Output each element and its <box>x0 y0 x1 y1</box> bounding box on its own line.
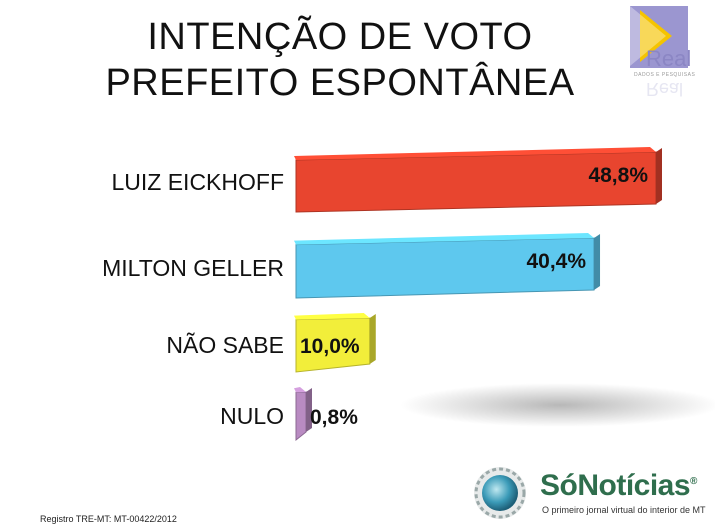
page-title: INTENÇÃO DE VOTO PREFEITO ESPONTÂNEA <box>60 14 620 106</box>
bar-front-face <box>295 237 595 299</box>
bar-top-face <box>294 233 595 245</box>
title-line-1: INTENÇÃO DE VOTO <box>147 16 533 58</box>
value-label: 0,8% <box>310 406 358 429</box>
bar-top-face <box>294 387 306 393</box>
bar-end-cap <box>369 314 376 364</box>
real-logo-name: Real <box>646 46 692 71</box>
title-line-2: PREFEITO ESPONTÂNEA <box>105 62 575 104</box>
sonoticias-name: SóNotícias® <box>540 469 697 502</box>
bar-top-face <box>294 313 370 320</box>
category-label: NULO <box>220 403 284 429</box>
registration-note: Registro TRE-MT: MT-00422/2012 <box>40 514 177 524</box>
category-label: MILTON GELLER <box>102 255 284 281</box>
bar-end-cap <box>656 148 662 204</box>
real-logo-subtitle: DADOS E PESQUISAS <box>634 72 696 78</box>
value-label: 48,8% <box>588 164 648 187</box>
bar-end-cap <box>594 234 601 290</box>
real-logo-mark-icon <box>630 6 688 68</box>
floor-shadow <box>400 383 715 427</box>
real-logo: Real DADOS E PESQUISAS Real <box>628 2 708 99</box>
sonoticias-logo: SóNotícias® O primeiro jornal virtual do… <box>470 465 710 525</box>
value-label: 10,0% <box>300 335 360 358</box>
bar-top-face <box>294 147 656 160</box>
bar-end-cap <box>306 388 312 432</box>
bar-1 <box>294 233 601 299</box>
category-label: LUIZ EICKHOFF <box>111 169 284 195</box>
sonoticias-globe-icon <box>474 467 526 519</box>
category-label: NÃO SABE <box>166 332 284 358</box>
bar-front-face <box>295 391 307 442</box>
value-label: 40,4% <box>526 250 586 273</box>
bar-2 <box>294 313 376 373</box>
sonoticias-tagline: O primeiro jornal virtual do interior de… <box>542 505 706 515</box>
bar-3 <box>294 387 312 442</box>
bar-0 <box>294 147 662 213</box>
